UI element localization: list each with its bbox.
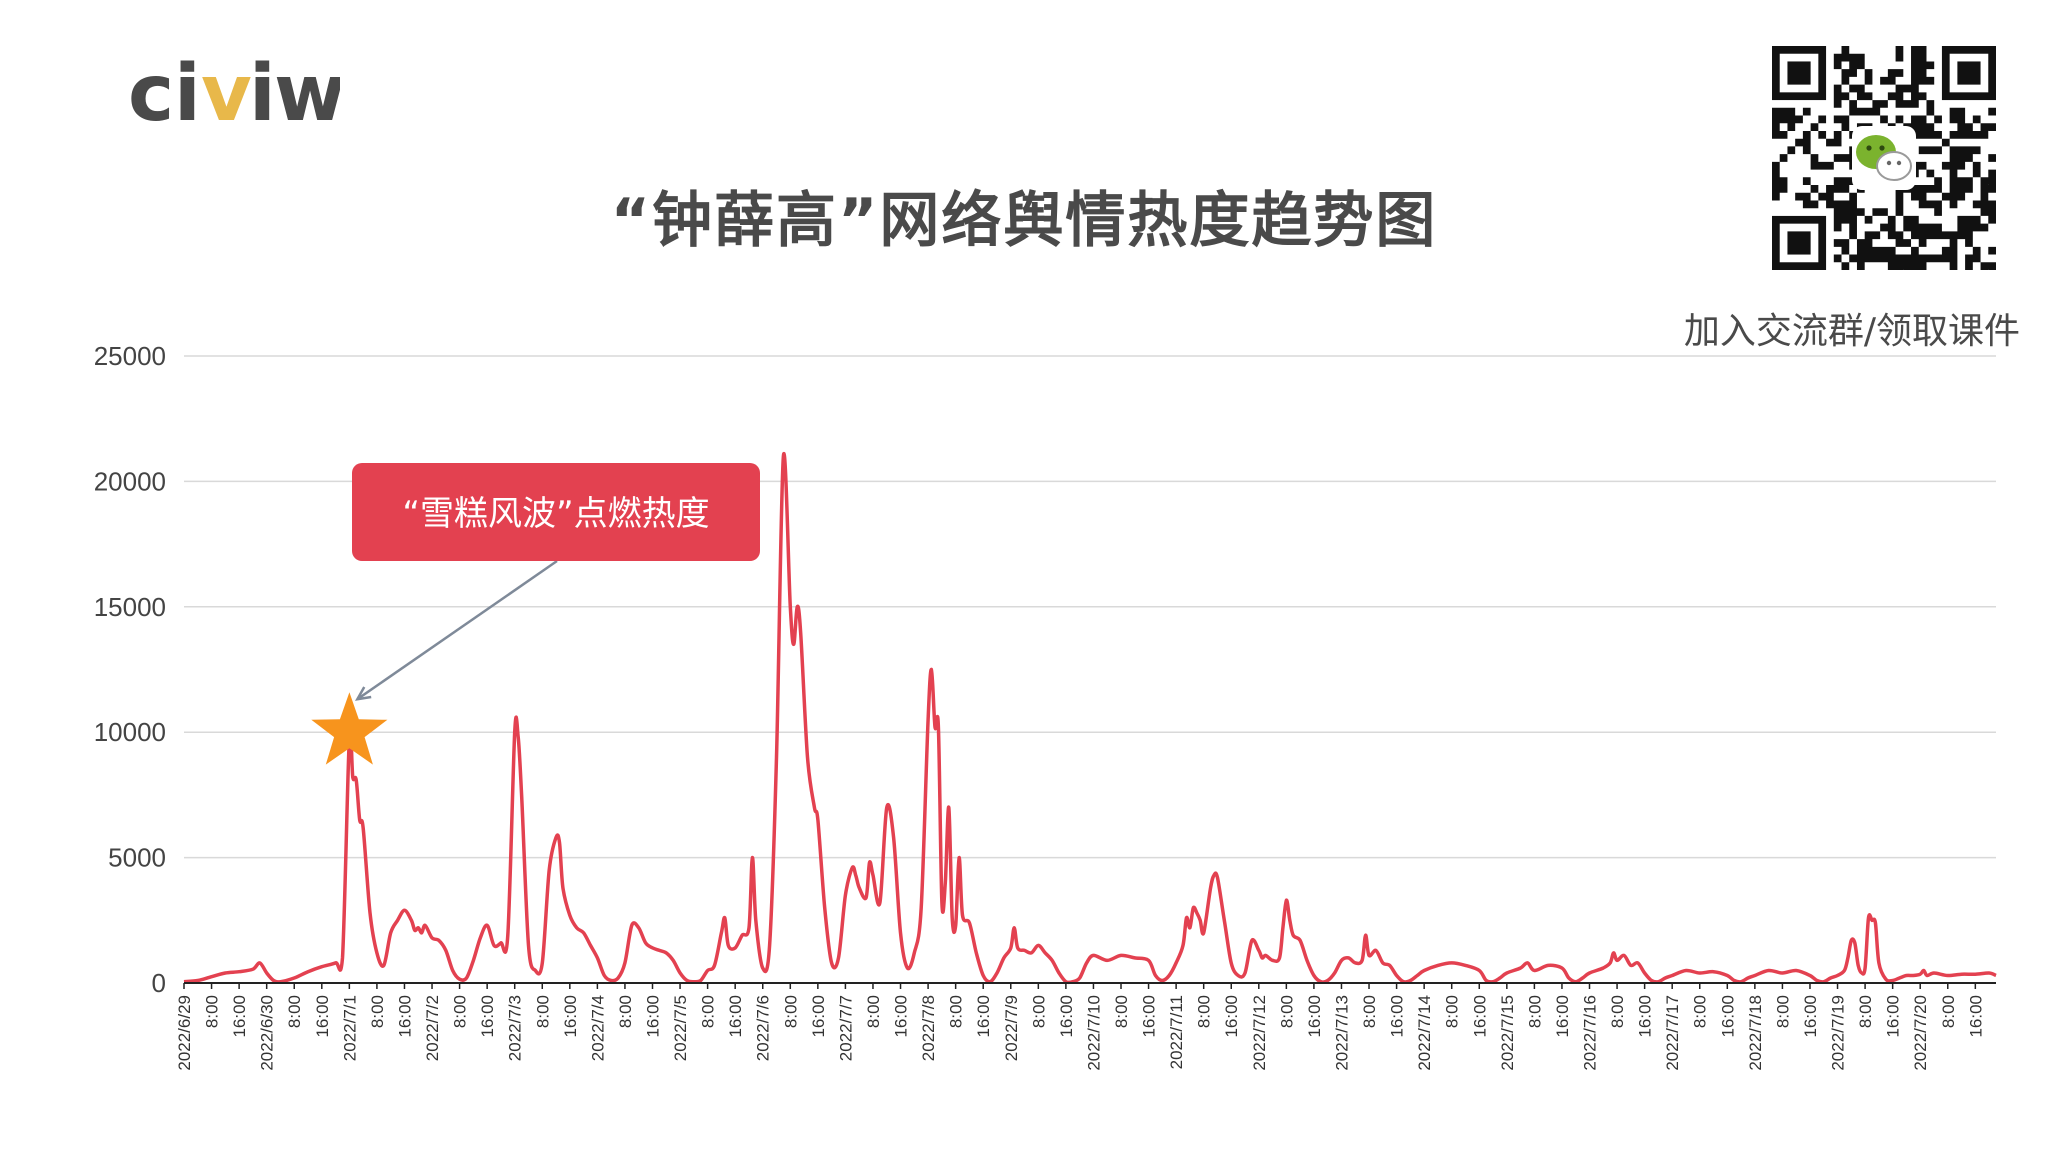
x-tick-label: 2022/7/7	[836, 995, 855, 1061]
annotation-label: “雪糕风波”点燃热度	[402, 494, 709, 534]
x-axis-ticks: 2022/6/29 8:00 16:00 2022/6/30 8:00 16:00 2022…	[175, 983, 1985, 1071]
qr-finder	[1772, 46, 1827, 101]
x-tick-label: 2022/6/29	[175, 995, 194, 1071]
x-tick-label: 16:00	[809, 995, 828, 1038]
y-axis-ticks: 0 5000 10000 15000 20000 25000	[94, 341, 166, 998]
qr-modules	[1772, 46, 1996, 270]
x-tick-label: 8:00	[1856, 995, 1875, 1028]
x-tick-label: 16:00	[395, 995, 414, 1038]
x-tick-label: 16:00	[1553, 995, 1572, 1038]
x-tick-label: 16:00	[1222, 995, 1241, 1038]
heat-series-line	[183, 451, 1997, 985]
x-tick-label: 16:00	[230, 995, 249, 1038]
qr-finder	[1772, 215, 1827, 270]
x-tick-label: 2022/7/20	[1911, 995, 1930, 1071]
x-tick-label: 8:00	[203, 995, 222, 1028]
y-tick-label: 20000	[94, 466, 166, 496]
x-tick-label: 16:00	[1636, 995, 1655, 1038]
x-tick-label: 8:00	[1608, 995, 1627, 1028]
x-tick-label: 2022/6/30	[258, 995, 277, 1071]
x-tick-label: 8:00	[699, 995, 718, 1028]
x-tick-label: 8:00	[533, 995, 552, 1028]
x-tick-label: 16:00	[1057, 995, 1076, 1038]
qr-finder	[1941, 46, 1996, 101]
x-tick-label: 2022/7/12	[1250, 995, 1269, 1071]
x-tick-label: 2022/7/9	[1002, 995, 1021, 1061]
x-tick-label: 8:00	[864, 995, 883, 1028]
x-tick-label: 16:00	[313, 995, 332, 1038]
x-tick-label: 8:00	[1773, 995, 1792, 1028]
x-tick-label: 8:00	[1525, 995, 1544, 1028]
qr-caption: 加入交流群/领取课件	[1683, 311, 2020, 352]
x-tick-label: 16:00	[561, 995, 580, 1038]
svg-text:v: v	[201, 52, 252, 132]
x-tick-label: 2022/7/15	[1498, 995, 1517, 1071]
x-tick-label: 16:00	[478, 995, 497, 1038]
x-tick-label: 2022/7/10	[1084, 995, 1103, 1071]
x-tick-label: 16:00	[726, 995, 745, 1038]
y-tick-label: 10000	[94, 717, 166, 747]
x-tick-label: 16:00	[892, 995, 911, 1038]
svg-text:i: i	[249, 52, 276, 132]
x-tick-label: 2022/7/14	[1415, 995, 1434, 1071]
annotation-arrow	[356, 559, 558, 701]
annotation-box	[352, 463, 760, 561]
x-tick-label: 16:00	[1470, 995, 1489, 1038]
x-tick-label: 2022/7/16	[1581, 995, 1600, 1071]
x-tick-label: 2022/7/13	[1332, 995, 1351, 1071]
x-tick-label: 16:00	[1801, 995, 1820, 1038]
x-tick-label: 8:00	[1029, 995, 1048, 1028]
page-title: “钟薛高”网络舆情热度趋势图	[610, 186, 1438, 256]
x-tick-label: 2022/7/2	[423, 995, 442, 1061]
grid-lines	[184, 355, 1996, 859]
x-tick-label: 2022/7/6	[754, 995, 773, 1061]
svg-text:w: w	[274, 52, 340, 132]
annotation: “雪糕风波”点燃热度	[311, 463, 760, 765]
x-tick-label: 8:00	[1277, 995, 1296, 1028]
x-tick-label: 8:00	[1443, 995, 1462, 1028]
civiw-logo: c i v i w	[128, 52, 340, 132]
x-tick-label: 8:00	[1360, 995, 1379, 1028]
x-tick-label: 2022/7/5	[671, 995, 690, 1061]
x-tick-label: 8:00	[1691, 995, 1710, 1028]
x-tick-label: 16:00	[1140, 995, 1159, 1038]
x-tick-label: 16:00	[1305, 995, 1324, 1038]
x-tick-label: 16:00	[1388, 995, 1407, 1038]
x-tick-label: 8:00	[947, 995, 966, 1028]
x-tick-label: 8:00	[451, 995, 470, 1028]
x-tick-label: 2022/7/19	[1829, 995, 1848, 1071]
annotation-arrowhead	[354, 686, 372, 701]
x-tick-label: 8:00	[1112, 995, 1131, 1028]
svg-text:i: i	[174, 52, 201, 132]
x-tick-label: 2022/7/3	[506, 995, 525, 1061]
y-tick-label: 0	[152, 968, 166, 998]
x-tick-label: 2022/7/4	[588, 995, 607, 1061]
x-tick-label: 16:00	[1966, 995, 1985, 1038]
svg-text:c: c	[128, 52, 172, 132]
x-tick-label: 16:00	[974, 995, 993, 1038]
x-tick-label: 8:00	[616, 995, 635, 1028]
x-tick-label: 8:00	[781, 995, 800, 1028]
x-tick-label: 2022/7/11	[1167, 995, 1186, 1069]
x-tick-label: 16:00	[644, 995, 663, 1038]
y-tick-label: 15000	[94, 592, 166, 622]
y-tick-label: 5000	[108, 843, 166, 873]
x-tick-label: 2022/7/17	[1663, 995, 1682, 1071]
y-tick-label: 25000	[94, 341, 166, 371]
x-tick-label: 16:00	[1718, 995, 1737, 1038]
x-tick-label: 2022/7/1	[340, 995, 359, 1061]
x-tick-label: 8:00	[368, 995, 387, 1028]
x-tick-label: 8:00	[285, 995, 304, 1028]
qr-code[interactable]	[1772, 46, 1996, 270]
x-tick-label: 2022/7/18	[1746, 995, 1765, 1071]
x-tick-label: 2022/7/8	[919, 995, 938, 1061]
wechat-icon	[1852, 126, 1916, 190]
x-tick-label: 16:00	[1884, 995, 1903, 1038]
x-tick-label: 8:00	[1939, 995, 1958, 1028]
x-tick-label: 8:00	[1195, 995, 1214, 1028]
star-icon	[311, 692, 388, 765]
